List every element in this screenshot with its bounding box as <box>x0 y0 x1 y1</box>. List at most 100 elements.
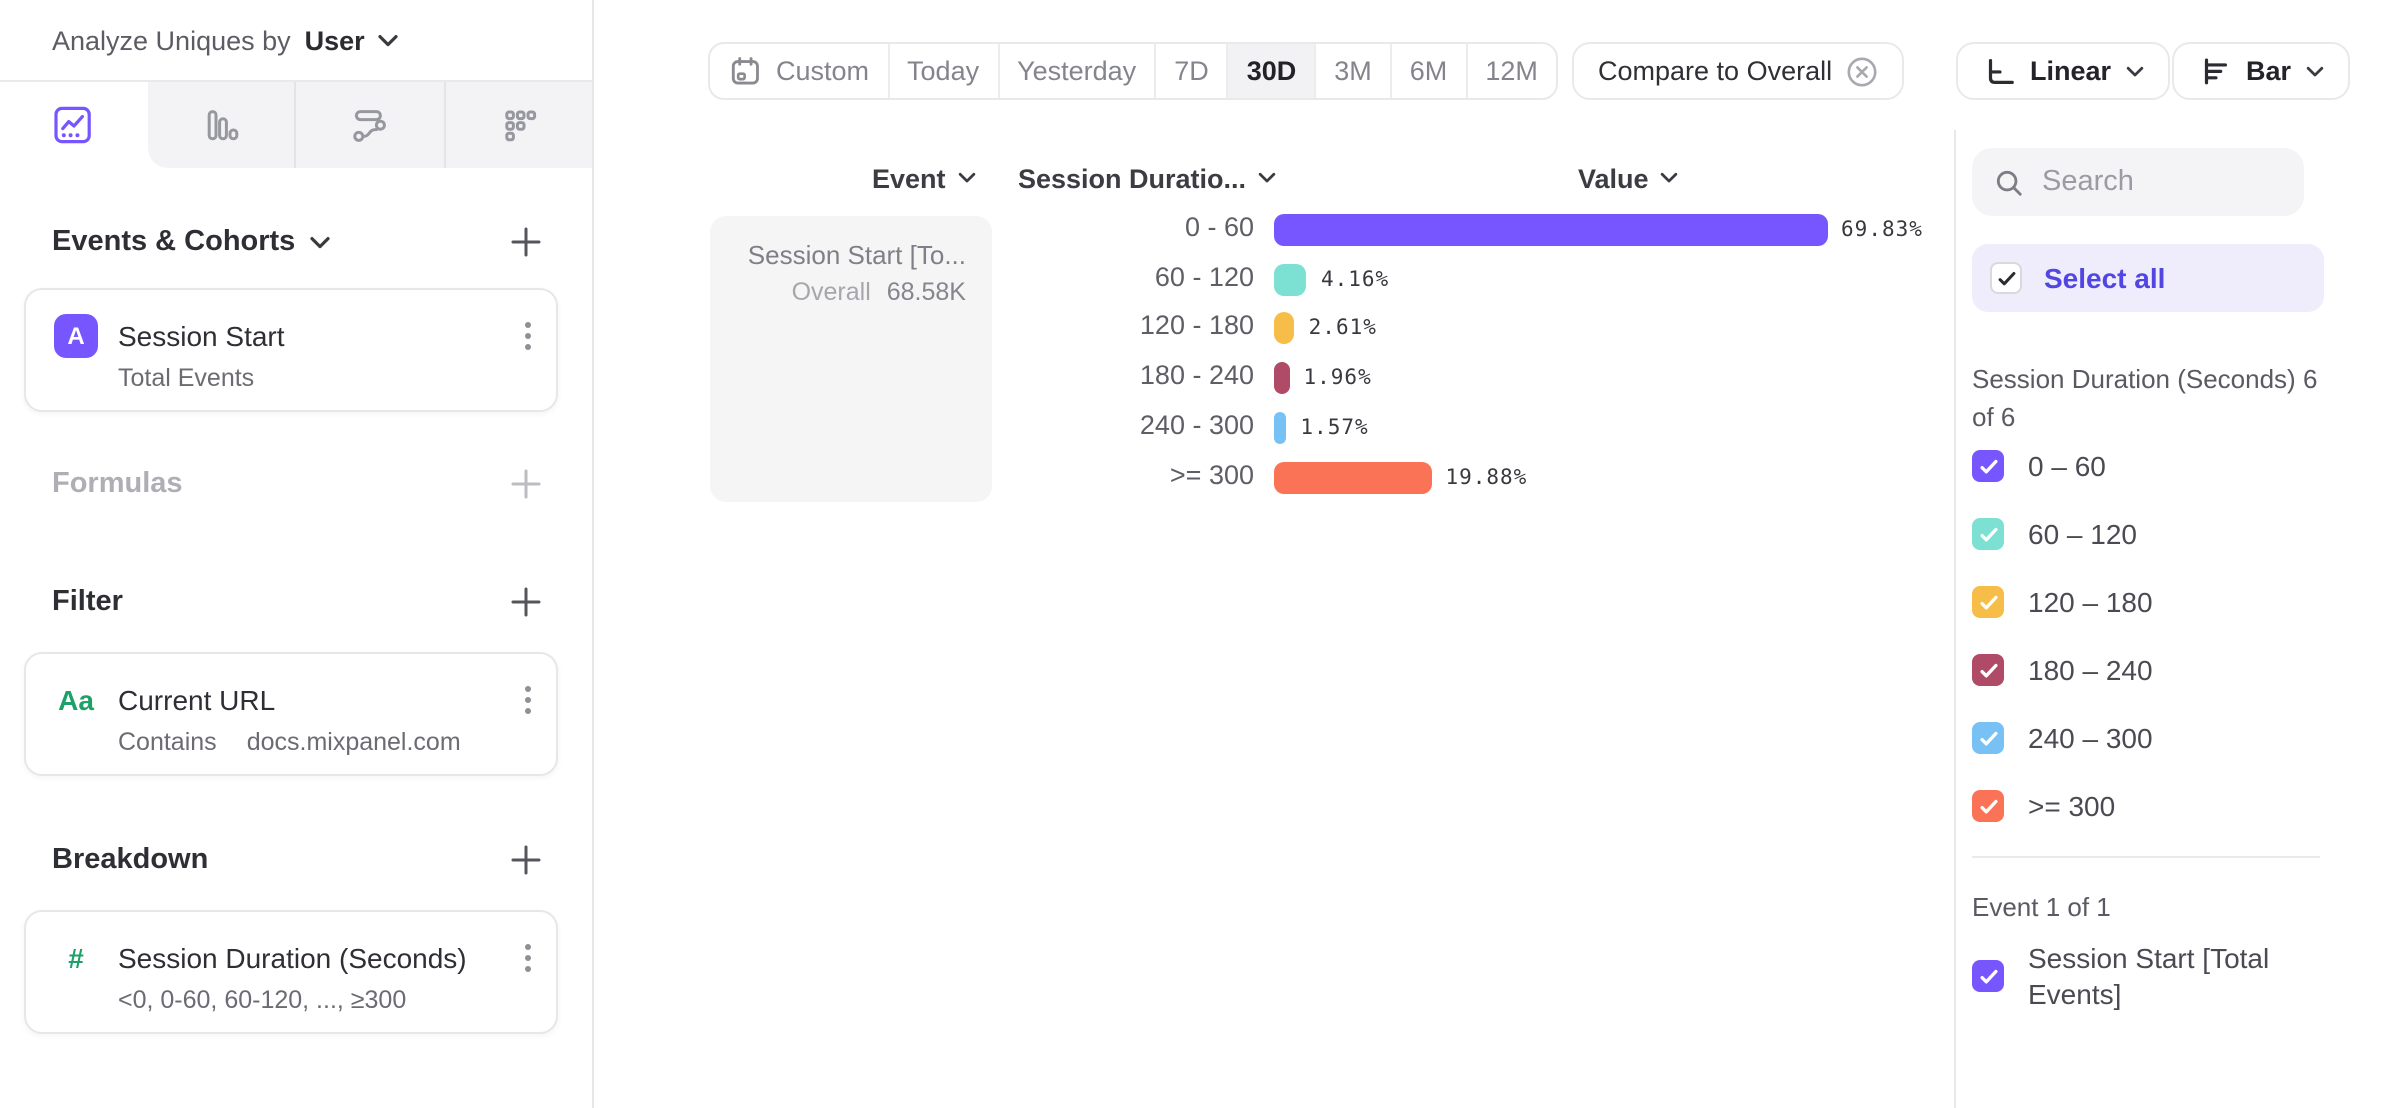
overall-label: Overall <box>791 278 871 306</box>
bar-value-label: 1.96% <box>1303 366 1372 391</box>
legend-panel-divider <box>1954 130 1956 1108</box>
bar-value-label: 19.88% <box>1445 465 1528 489</box>
bar-segment-180-240[interactable] <box>1274 362 1290 395</box>
remove-compare-icon[interactable] <box>1846 55 1878 87</box>
chevron-down-icon <box>2305 65 2323 77</box>
bar-value-label: 4.16% <box>1320 267 1390 292</box>
linear-axis-icon <box>1982 54 2016 88</box>
event-group-cell[interactable]: Session Start [To... Overall 68.58K <box>710 216 992 502</box>
analyze-by-label: Analyze Uniques by <box>52 25 291 55</box>
filter-operator[interactable]: Contains <box>118 728 217 756</box>
insights-icon <box>53 104 95 146</box>
date-range-12m[interactable]: 12M <box>1485 56 1538 86</box>
bar-category-label: 60 - 120 <box>1154 261 1254 292</box>
view-tab-bar-chart[interactable] <box>147 82 296 168</box>
query-builder-sidebar: Analyze Uniques by User Events & Cohorts… <box>0 0 594 1108</box>
chevron-down-icon <box>1258 172 1276 183</box>
legend-search-input[interactable]: Search <box>1972 148 2304 216</box>
legend-item-240–300[interactable]: 240 – 300 <box>1972 722 2336 754</box>
kebab-menu-icon[interactable] <box>520 680 536 720</box>
colored-checkbox[interactable] <box>1972 586 2004 618</box>
chart-type-dropdown[interactable]: Bar <box>2172 42 2350 100</box>
add-formula-button[interactable] <box>510 468 542 500</box>
select-all-toggle[interactable]: Select all <box>1972 244 2324 312</box>
filter-property-name: Current URL <box>118 684 276 716</box>
colored-checkbox[interactable] <box>1972 722 2004 754</box>
chevron-down-icon <box>309 236 329 248</box>
colored-checkbox[interactable] <box>1972 790 2004 822</box>
event-name: Session Start <box>118 320 285 352</box>
column-header-value[interactable]: Value <box>1578 162 1679 194</box>
legend-item-180–240[interactable]: 180 – 240 <box>1972 654 2336 686</box>
kebab-menu-icon[interactable] <box>520 316 536 356</box>
search-icon <box>1994 167 2024 197</box>
filter-value[interactable]: docs.mixpanel.com <box>246 728 461 756</box>
bar-segment-240-300[interactable] <box>1274 411 1287 444</box>
view-tabs <box>0 80 592 168</box>
horizontal-bar-chart-icon <box>2198 54 2232 88</box>
view-tab-flows[interactable] <box>296 82 445 168</box>
date-range-yesterday[interactable]: Yesterday <box>999 44 1157 98</box>
kebab-menu-icon[interactable] <box>520 938 536 978</box>
select-all-checkbox[interactable] <box>1990 262 2022 294</box>
breakdown-section-title: Breakdown <box>52 844 209 876</box>
bar-value-label: 1.57% <box>1300 415 1369 440</box>
formulas-section-title: Formulas <box>52 468 183 500</box>
chevron-down-icon <box>958 172 975 183</box>
legend-item->=300[interactable]: >= 300 <box>1972 790 2336 822</box>
date-range-custom[interactable]: Custom <box>710 44 890 98</box>
legend-item-0–60[interactable]: 0 – 60 <box>1972 450 2336 482</box>
colored-checkbox[interactable] <box>1972 654 2004 686</box>
column-header-event[interactable]: Event <box>872 162 976 194</box>
compare-label: Compare to Overall <box>1598 56 1833 86</box>
bar-category-label: 0 - 60 <box>1184 212 1254 242</box>
date-range-30d[interactable]: 30D <box>1228 44 1317 98</box>
events-section-title: Events & Cohorts <box>52 226 329 258</box>
date-range-today[interactable]: Today <box>889 44 1000 98</box>
legend-group-label-event: Event 1 of 1 <box>1972 892 2111 922</box>
bar-category-label: 180 - 240 <box>1139 360 1254 391</box>
bar-segment->=300[interactable] <box>1274 461 1432 493</box>
select-all-label: Select all <box>2044 262 2166 294</box>
date-range-6m[interactable]: 6M <box>1392 44 1468 98</box>
flows-icon <box>349 104 391 146</box>
colored-checkbox[interactable] <box>1972 518 2004 550</box>
event-measurement[interactable]: Total Events <box>118 364 255 392</box>
compare-to-overall-button[interactable]: Compare to Overall <box>1572 42 1905 100</box>
retention-icon <box>498 104 540 146</box>
view-tab-retention[interactable] <box>445 82 592 168</box>
add-breakdown-button[interactable] <box>510 844 542 876</box>
event-card-session-start[interactable]: A Session Start Total Events <box>24 288 558 412</box>
bar-segment-0-60[interactable] <box>1274 214 1828 246</box>
chevron-down-icon <box>1661 172 1678 183</box>
view-tab-insights[interactable] <box>0 82 147 168</box>
bar-segment-120-180[interactable] <box>1274 312 1295 345</box>
formulas-section-header: Formulas <box>52 458 558 510</box>
filter-section-header: Filter <box>52 576 558 628</box>
colored-checkbox[interactable] <box>1972 450 2004 482</box>
event-group-name: Session Start [To... <box>747 240 966 270</box>
breakdown-buckets[interactable]: <0, 0-60, 60-120, ..., ≥300 <box>118 986 407 1014</box>
date-range-3m[interactable]: 3M <box>1316 44 1392 98</box>
bar-value-label: 69.83% <box>1841 218 1923 242</box>
axis-scale-dropdown[interactable]: Linear <box>1956 42 2170 100</box>
breakdown-property-name: Session Duration (Seconds) <box>118 942 467 974</box>
colored-checkbox[interactable] <box>1972 960 2004 992</box>
add-event-button[interactable] <box>510 226 542 258</box>
legend-item-120–180[interactable]: 120 – 180 <box>1972 586 2336 618</box>
bar-value-label: 2.61% <box>1308 316 1377 341</box>
column-header-breakdown[interactable]: Session Duratio... <box>1018 162 1276 194</box>
bar-chart-icon <box>200 104 242 146</box>
filter-card-current-url[interactable]: Aa Current URL Contains docs.mixpanel.co… <box>24 652 558 776</box>
legend-event-list[interactable]: Session Start [Total Events] <box>1972 940 2324 1012</box>
date-range-7d[interactable]: 7D <box>1156 44 1229 98</box>
analyze-uniques-selector[interactable]: Analyze Uniques by User <box>52 0 399 80</box>
bar-category-label: 240 - 300 <box>1139 409 1254 440</box>
bar-category-label: >= 300 <box>1169 459 1254 489</box>
legend-item-60–120[interactable]: 60 – 120 <box>1972 518 2336 550</box>
bar-segment-60-120[interactable] <box>1274 263 1307 296</box>
breakdown-card-session-duration[interactable]: # Session Duration (Seconds) <0, 0-60, 6… <box>24 910 558 1034</box>
add-filter-button[interactable] <box>510 586 542 618</box>
event-letter-badge: A <box>54 314 98 358</box>
